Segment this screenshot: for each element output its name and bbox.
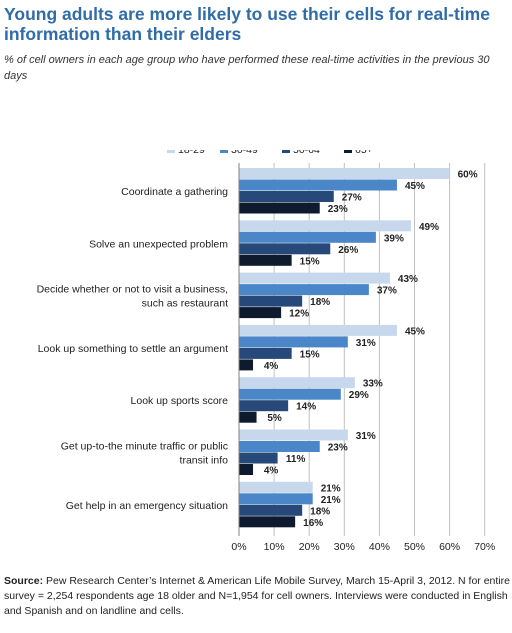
bar-30-49 — [239, 179, 397, 191]
data-label: 33% — [363, 379, 383, 390]
data-label: 21% — [321, 495, 341, 506]
legend-label-50-64: 50-64 — [293, 150, 320, 156]
category-label: Get help in an emergency situation — [66, 500, 228, 512]
x-tick-label: 20% — [299, 541, 320, 553]
bar-18-29 — [239, 272, 390, 284]
bar-30-49 — [239, 493, 313, 505]
x-tick-label: 10% — [264, 541, 285, 553]
category-label: Solve an unexpected problem — [89, 238, 228, 250]
data-label: 45% — [405, 181, 425, 192]
bar-65+ — [239, 464, 254, 475]
legend-swatch-50-64 — [282, 150, 290, 153]
bar-65+ — [239, 254, 292, 266]
category-label: Get up-to-the minute traffic or public — [61, 441, 228, 453]
x-tick-label: 60% — [439, 541, 460, 553]
bar-30-49 — [239, 388, 341, 400]
data-label: 43% — [398, 274, 418, 285]
data-label: 15% — [300, 349, 320, 360]
x-tick-label: 70% — [474, 541, 495, 553]
data-label: 16% — [303, 518, 323, 529]
data-label: 15% — [300, 256, 320, 267]
data-label: 4% — [264, 361, 279, 372]
category-label: such as restaurant — [142, 298, 228, 310]
chart-bars: 60%45%27%23%49%39%26%15%43%37%18%12%45%3… — [239, 168, 478, 529]
bar-18-29 — [239, 168, 450, 179]
category-label: Look up sports score — [131, 395, 229, 407]
data-label: 39% — [384, 233, 404, 244]
x-tick-label: 50% — [404, 541, 425, 553]
data-label: 29% — [349, 390, 369, 401]
data-label: 49% — [419, 222, 439, 233]
legend-swatch-65+ — [344, 150, 352, 153]
data-label: 31% — [356, 338, 376, 349]
bar-65+ — [239, 411, 257, 423]
bar-30-49 — [239, 441, 320, 452]
category-label: Coordinate a gathering — [121, 186, 228, 198]
bar-chart: 18-29 30-49 50-64 65+ 60%45%27%23%49%39%26%… — [37, 150, 495, 553]
bar-18-29 — [239, 220, 411, 232]
x-tick-label: 40% — [369, 541, 390, 553]
data-label: 37% — [377, 286, 397, 297]
bar-65+ — [239, 202, 320, 214]
data-label: 60% — [458, 170, 478, 181]
legend-swatch-30-49 — [220, 150, 228, 153]
data-label: 45% — [405, 326, 425, 337]
data-label: 26% — [338, 245, 358, 256]
data-label: 14% — [296, 402, 316, 413]
category-label: Decide whether or not to visit a busines… — [37, 284, 228, 296]
bar-50-64 — [239, 452, 278, 464]
legend-label-18-29: 18-29 — [178, 150, 205, 156]
category-label: Look up something to settle an argument — [38, 343, 228, 355]
data-label: 31% — [356, 431, 376, 442]
bar-18-29 — [239, 481, 313, 493]
data-label: 4% — [264, 466, 279, 477]
chart-title: Young adults are more likely to use thei… — [4, 4, 490, 44]
bar-50-64 — [239, 400, 289, 412]
bar-65+ — [239, 307, 282, 319]
source-text: Pew Research Center’s Internet & America… — [4, 575, 510, 617]
bar-30-49 — [239, 231, 376, 243]
legend-label-65+: 65+ — [355, 150, 373, 156]
bar-50-64 — [239, 191, 334, 202]
bar-30-49 — [239, 336, 348, 348]
data-label: 21% — [321, 483, 341, 494]
bar-65+ — [239, 516, 296, 528]
source-note: Source: Pew Research Center’s Internet &… — [4, 574, 510, 619]
source-label: Source: — [4, 575, 44, 587]
x-tick-label: 30% — [334, 541, 355, 553]
data-label: 12% — [289, 309, 309, 320]
category-label: transit info — [180, 455, 229, 467]
legend-label-30-49: 30-49 — [231, 150, 258, 156]
legend-swatch-18-29 — [167, 150, 175, 153]
x-tick-label: 0% — [231, 541, 246, 553]
data-label: 23% — [328, 443, 348, 454]
bar-50-64 — [239, 504, 303, 516]
chart-subtitle: % of cell owners in each age group who h… — [4, 54, 490, 82]
data-label: 5% — [267, 413, 282, 424]
bar-18-29 — [239, 429, 348, 441]
bar-50-64 — [239, 295, 303, 307]
bar-50-64 — [239, 243, 331, 255]
data-label: 27% — [342, 193, 362, 204]
chart-axes: 0% 10% 20% 30% 40% 50% 60% 70% Coordinate a gath… — [37, 163, 495, 553]
data-label: 23% — [328, 204, 348, 215]
bar-50-64 — [239, 347, 292, 359]
bar-65+ — [239, 359, 254, 371]
bar-18-29 — [239, 377, 355, 389]
bar-30-49 — [239, 284, 369, 296]
chart-legend: 18-29 30-49 50-64 65+ — [167, 150, 373, 156]
data-label: 18% — [310, 297, 330, 308]
bar-18-29 — [239, 324, 397, 336]
data-label: 18% — [310, 506, 330, 517]
data-label: 11% — [286, 454, 306, 465]
